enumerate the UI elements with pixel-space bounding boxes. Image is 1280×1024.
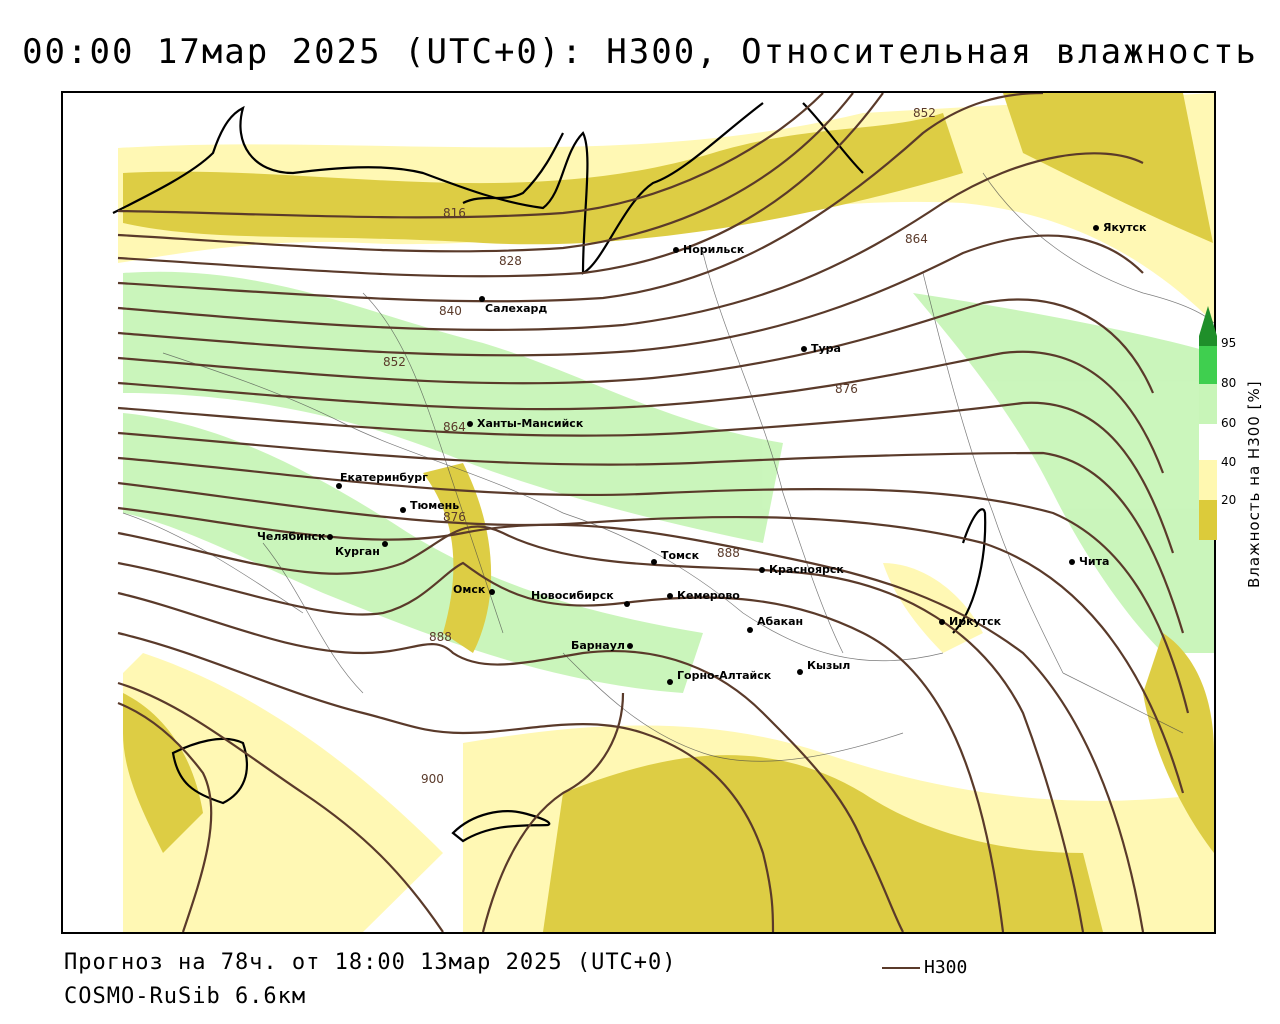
colorbar-tick: 40: [1221, 455, 1237, 469]
city-dot-icon: [747, 627, 753, 633]
city-dot-icon: [381, 541, 388, 547]
contour-label: 852: [913, 106, 936, 120]
city-omsk[interactable]: Омск: [453, 583, 499, 596]
colorbar-title: Влажность на H300 [%]: [1245, 380, 1263, 588]
city-kyzyl[interactable]: Кызыл: [797, 659, 850, 678]
city-dot-icon: [759, 567, 765, 573]
city-tyumen[interactable]: Тюмень: [400, 499, 459, 516]
city-norilsk[interactable]: Норильск: [673, 243, 744, 256]
contour-label: 852: [383, 355, 406, 369]
contour-label: 864: [443, 420, 466, 434]
city-abakan[interactable]: Абакан: [747, 615, 803, 636]
city-gorno-altaysk[interactable]: Горно-Алтайск: [667, 669, 771, 688]
h300-legend-label: H300: [924, 957, 968, 978]
city-chita[interactable]: Чита: [1069, 555, 1109, 568]
contour-label: 864: [905, 232, 928, 246]
city-dot-icon: [489, 589, 496, 595]
colorbar-segment-20: [1199, 460, 1217, 500]
city-dot-icon: [673, 247, 679, 253]
contour-label: 840: [439, 304, 462, 318]
colorbar-segment-80: [1199, 346, 1217, 384]
h300-line-swatch: [882, 966, 920, 969]
colorbar-segment-0: [1199, 500, 1217, 540]
coastline: [112, 102, 987, 843]
h300-legend: H300: [882, 957, 967, 978]
city-dot-icon: [1069, 559, 1075, 565]
colorbar-segment-60: [1199, 384, 1217, 424]
colorbar-tick: 60: [1221, 416, 1237, 430]
contour-label: 876: [835, 382, 858, 396]
city-dot-icon: [467, 421, 473, 427]
contour-labels: 852 816 828 840 852 864 864 876 876 888 …: [383, 106, 936, 786]
city-dot-icon: [479, 296, 485, 302]
city-yekaterinburg[interactable]: Екатеринбург: [336, 471, 434, 492]
city-novosibirsk[interactable]: Новосибирск: [531, 589, 634, 607]
city-khanty-mansiysk[interactable]: Ханты-Мансийск: [467, 417, 583, 430]
contour-label: 876: [443, 510, 466, 524]
city-krasnoyarsk[interactable]: Красноярск: [759, 563, 844, 576]
contour-label: 828: [499, 254, 522, 268]
colorbar-top-triangle: [1199, 306, 1217, 336]
colorbar-tick: 80: [1221, 376, 1237, 390]
map-title: 00:00 17мар 2025 (UTC+0): H300, Относите…: [22, 32, 1258, 72]
city-dot-icon: [327, 534, 334, 540]
city-dot-icon: [336, 483, 342, 489]
colorbar-tick: 20: [1221, 493, 1237, 507]
city-dot-icon: [626, 643, 633, 649]
humidity-shading: [118, 93, 1214, 932]
contour-label: 900: [421, 772, 444, 786]
city-dot-icon: [651, 559, 657, 565]
contour-label: 888: [429, 630, 452, 644]
map-canvas: 852 816 828 840 852 864 864 876 876 888 …: [112, 93, 1214, 932]
city-kemerovo[interactable]: Кемерово: [667, 589, 740, 602]
city-tomsk[interactable]: Томск: [651, 549, 699, 568]
city-dot-icon: [623, 601, 630, 607]
humidity-colorbar: [1199, 306, 1217, 540]
contour-label: 888: [717, 546, 740, 560]
colorbar-segment-95: [1199, 336, 1217, 346]
h300-contours: [117, 93, 1190, 932]
city-dot-icon: [400, 507, 406, 513]
city-dot-icon: [667, 679, 673, 685]
city-dot-icon: [797, 669, 803, 675]
contour-label: 816: [443, 206, 466, 220]
city-dot-icon: [939, 619, 945, 625]
map-area[interactable]: 852 816 828 840 852 864 864 876 876 888 …: [61, 91, 1216, 934]
city-dot-icon: [801, 346, 807, 352]
city-kurgan[interactable]: Курган: [335, 541, 392, 558]
region-boundaries: [122, 172, 1214, 762]
city-yakutsk[interactable]: Якутск: [1093, 221, 1146, 234]
model-info: COSMO-RuSib 6.6км: [64, 984, 307, 1009]
city-dot-icon: [667, 593, 673, 599]
city-dot-icon: [1093, 225, 1099, 231]
city-tura[interactable]: Тура: [801, 342, 841, 355]
city-barnaul[interactable]: Барнаул: [571, 639, 637, 652]
city-salekhard[interactable]: Салехард: [479, 292, 551, 315]
city-irkutsk[interactable]: Иркутск: [939, 615, 1001, 628]
forecast-info: Прогноз на 78ч. от 18:00 13мар 2025 (UTC…: [64, 950, 677, 975]
colorbar-tick: 95: [1221, 336, 1237, 350]
colorbar-segment-40: [1199, 424, 1217, 460]
city-chelyabinsk[interactable]: Челябинск: [257, 530, 337, 543]
